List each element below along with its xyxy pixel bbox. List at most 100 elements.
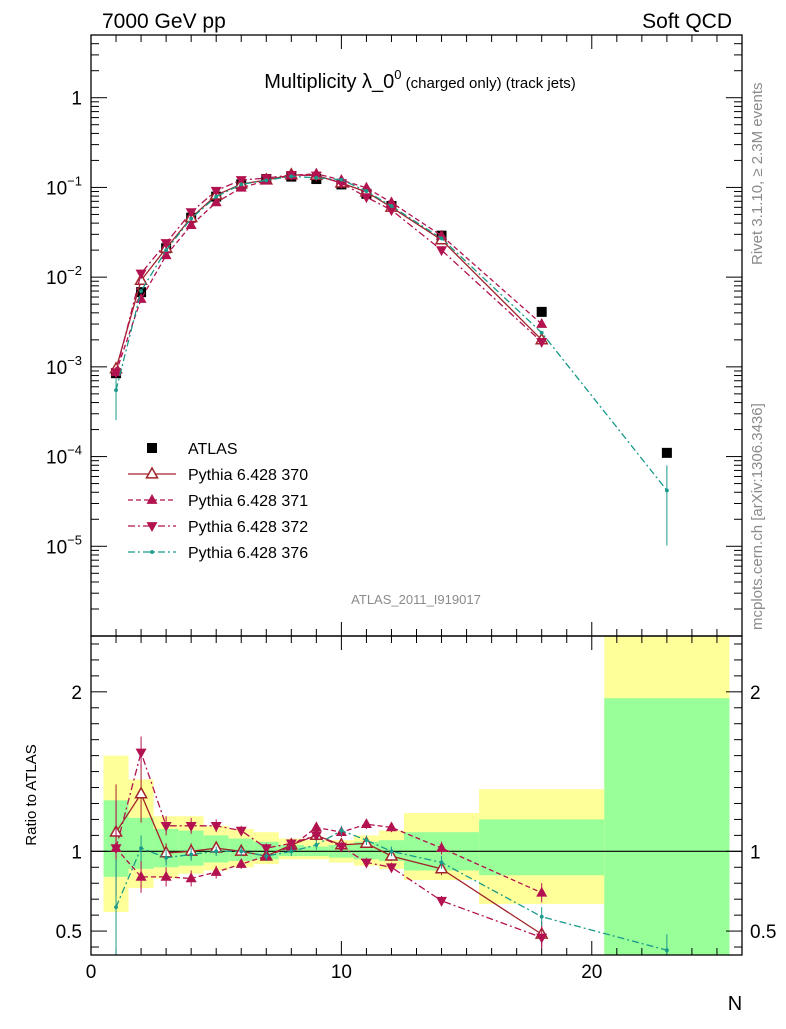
ratio-point [134, 786, 148, 799]
ratio-point [339, 828, 344, 833]
ratio-y-tick-label-right: 2 [750, 683, 761, 704]
ratio-point [389, 849, 394, 854]
x-axis-label: N [728, 993, 742, 1015]
data-point [536, 317, 548, 328]
ratio-point [285, 839, 297, 850]
ratio-point [536, 933, 548, 944]
legend-item: Pythia 6.428 376 [128, 545, 308, 562]
data-point [339, 177, 344, 182]
ratio-y-tick-label-left: 0.5 [56, 922, 82, 943]
legend-item: Pythia 6.428 371 [128, 493, 308, 510]
y-tick-label: 10−5 [46, 532, 82, 558]
ratio-point [210, 821, 222, 832]
data-point [360, 193, 372, 204]
ratio-point [135, 870, 147, 881]
legend-item: ATLAS [147, 441, 238, 458]
data-point [210, 186, 222, 197]
x-tick-label: 20 [581, 962, 602, 983]
ratio-y-tick-label-right: 1 [750, 842, 761, 863]
data-point [160, 249, 172, 260]
ratio-point [310, 831, 322, 842]
data-point [314, 175, 319, 180]
legend-marker [147, 443, 157, 453]
ratio-point [436, 842, 448, 852]
ratio-point [664, 948, 669, 953]
ratio-point [260, 844, 272, 855]
y-tick-label: 10−1 [46, 173, 82, 199]
main-title: Multiplicity λ_00 (charged only) (track … [264, 67, 576, 93]
legend-item: Pythia 6.428 372 [128, 519, 308, 536]
data-point [164, 248, 169, 253]
ratio-point [235, 826, 247, 837]
series-line [115, 173, 543, 373]
series-line [115, 174, 543, 370]
data-point [110, 368, 122, 379]
ratio-point [210, 866, 222, 876]
band-green [479, 819, 605, 876]
ratio-y-tick-label-left: 2 [71, 683, 82, 704]
data-point [364, 189, 369, 194]
data-point [185, 208, 197, 219]
ratio-point [335, 842, 347, 853]
series-line [115, 174, 543, 373]
ratio-point [235, 858, 247, 868]
y-tick-label: 1 [71, 89, 82, 110]
data-point [189, 216, 194, 221]
legend-label: Pythia 6.428 376 [188, 545, 308, 562]
analysis-id: ATLAS_2011_I919017 [351, 592, 481, 607]
series-2 [110, 167, 548, 377]
legend-marker [145, 466, 159, 479]
data-point [264, 178, 269, 183]
ratio-point [185, 872, 197, 883]
legend-label: Pythia 6.428 372 [188, 519, 308, 536]
data-point [436, 246, 448, 257]
ratio-frame [90, 635, 743, 956]
ratio-point [264, 854, 269, 859]
data-point [135, 269, 147, 280]
band-green [604, 698, 730, 955]
main-axis-ticks: 1 10−1 10−2 10−3 10−4 10−5 [46, 34, 743, 637]
ratio-point [214, 849, 219, 854]
data-point [664, 488, 669, 493]
ratio-point [160, 821, 172, 832]
ratio-uncertainty-bands [103, 636, 730, 955]
legend: ATLAS Pythia 6.428 370 Pythia 6.428 371 Pyt… [128, 441, 308, 562]
data-point [539, 330, 544, 335]
legend-marker [146, 522, 158, 533]
data-point [114, 388, 118, 393]
ratio-point [439, 860, 444, 865]
ratio-point [385, 821, 397, 832]
data-point [385, 206, 397, 217]
y-tick-label: 10−3 [46, 353, 82, 379]
ratio-point [139, 846, 144, 851]
data-point [389, 204, 394, 208]
data-point [661, 447, 672, 458]
ratio-point [114, 905, 118, 910]
ratio-point [436, 896, 448, 907]
data-point [536, 337, 548, 348]
y-tick-label: 10−2 [46, 263, 82, 289]
mcplots-label: mcplots.cern.ch [arXiv:1306.3436] [749, 403, 766, 630]
header-right: Soft QCD [642, 10, 732, 33]
data-point [536, 306, 547, 317]
ratio-point [539, 914, 544, 919]
ratio-point [385, 863, 397, 874]
x-tick-label: 0 [86, 962, 97, 983]
ratio-point [310, 821, 322, 832]
main-series-layer [109, 167, 672, 546]
data-point [289, 174, 294, 179]
legend-marker [146, 493, 158, 504]
plot-frames [90, 34, 743, 956]
ratio-point [314, 843, 319, 847]
ratio-line [115, 829, 668, 951]
data-point [210, 196, 222, 207]
data-point [235, 181, 247, 192]
legend-item: Pythia 6.428 370 [128, 466, 308, 484]
ratio-line [115, 823, 542, 894]
rivet-label: Rivet 3.1.10, ≥ 2.3M events [749, 83, 766, 266]
ratio-point [289, 849, 294, 854]
ratio-axis-ticks: 0 10 20 0.5 0.5 1 1 2 2 [56, 636, 776, 983]
series-4 [114, 174, 669, 546]
legend-marker [150, 550, 154, 554]
